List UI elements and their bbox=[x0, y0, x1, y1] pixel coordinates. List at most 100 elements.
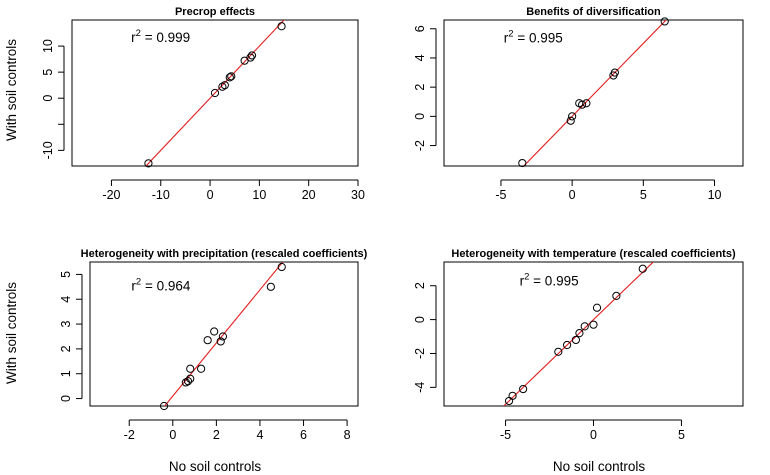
x-tick-label: 8 bbox=[344, 428, 351, 442]
y-tick-label: 0 bbox=[413, 316, 427, 323]
plot-frame bbox=[89, 261, 359, 407]
data-point bbox=[589, 320, 598, 329]
r-squared-annotation: r2 = 0.995 bbox=[520, 272, 579, 289]
y-tick-label: 4 bbox=[413, 54, 427, 61]
plot-frame bbox=[71, 19, 359, 167]
data-point bbox=[508, 391, 517, 400]
data-point bbox=[210, 88, 220, 98]
x-tick-label: 4 bbox=[256, 428, 263, 442]
fit-line bbox=[503, 262, 655, 406]
y-tick-label: 4 bbox=[59, 296, 73, 303]
y-tick-label: 6 bbox=[413, 25, 427, 32]
x-tick-label: 0 bbox=[169, 428, 176, 442]
data-point bbox=[610, 68, 619, 77]
data-point bbox=[277, 22, 286, 31]
data-point bbox=[571, 335, 581, 345]
r-squared-annotation: r2 = 0.999 bbox=[131, 28, 190, 45]
fit-line bbox=[522, 20, 667, 166]
fit-line bbox=[163, 262, 284, 406]
x-tick-label: -10 bbox=[152, 188, 170, 202]
data-point bbox=[568, 112, 577, 121]
chart-title: Heterogeneity with temperature (rescaled… bbox=[451, 248, 736, 260]
y-tick-label: 2 bbox=[413, 282, 427, 289]
data-point bbox=[218, 82, 227, 91]
panel-precrop-effects: Precrop effects -20 -10 0 10 20 30 -10 0 5 10 r2 = … bbox=[41, 6, 365, 202]
x-axis-title-left: No soil controls bbox=[169, 459, 262, 474]
y-tick-label: -4 bbox=[413, 382, 427, 393]
y-tick-label: -2 bbox=[413, 140, 427, 151]
data-point bbox=[612, 291, 621, 300]
data-point bbox=[227, 72, 236, 81]
data-point bbox=[277, 262, 286, 272]
y-tick-label: 1 bbox=[59, 370, 73, 377]
chart-title: Heterogeneity with precipitation (rescal… bbox=[81, 248, 368, 260]
plot-frame bbox=[443, 261, 744, 407]
y-tick-label: 5 bbox=[59, 271, 73, 278]
x-tick-label: 6 bbox=[300, 428, 307, 442]
data-point bbox=[186, 374, 195, 383]
x-tick-label: 0 bbox=[207, 188, 214, 202]
x-tick-label: 0 bbox=[590, 428, 597, 442]
data-point bbox=[566, 116, 575, 125]
data-point bbox=[186, 364, 195, 373]
y-tick-label: 3 bbox=[59, 321, 73, 328]
data-point bbox=[638, 264, 647, 273]
x-tick-label: 30 bbox=[351, 188, 365, 202]
y-tick-label: -2 bbox=[413, 348, 427, 359]
plot-frame bbox=[443, 19, 744, 167]
x-tick-label: 0 bbox=[569, 188, 576, 202]
r-squared-annotation: r2 = 0.964 bbox=[131, 277, 190, 294]
y-axis-title-top: With soil controls bbox=[4, 39, 19, 141]
x-axis-title-right: No soil controls bbox=[553, 459, 646, 474]
x-tick-label: -5 bbox=[500, 428, 511, 442]
panel-heterogeneity-precipitation: Heterogeneity with precipitation (rescal… bbox=[59, 248, 368, 442]
chart-title: Precrop effects bbox=[175, 6, 255, 18]
data-point bbox=[144, 159, 153, 168]
data-point bbox=[518, 158, 527, 168]
data-point bbox=[554, 347, 563, 356]
data-point bbox=[582, 99, 591, 108]
y-tick-label: 10 bbox=[41, 39, 55, 53]
fit-line bbox=[145, 20, 285, 166]
y-tick-label: -10 bbox=[41, 141, 55, 159]
y-tick-label: 0 bbox=[41, 95, 55, 102]
x-tick-label: -5 bbox=[495, 188, 506, 202]
data-point bbox=[519, 384, 528, 394]
panel-heterogeneity-temperature: Heterogeneity with temperature (rescaled… bbox=[413, 248, 744, 442]
panel-benefits-of-diversification: Benefits of diversification -5 0 5 10 -2 0 2 4 6 r… bbox=[413, 6, 744, 202]
data-point bbox=[578, 100, 587, 109]
data-point bbox=[203, 336, 212, 345]
y-tick-label: 0 bbox=[413, 113, 427, 120]
data-point bbox=[660, 17, 669, 26]
data-point bbox=[266, 282, 275, 291]
r-squared-annotation: r2 = 0.995 bbox=[504, 29, 563, 46]
x-tick-label: 5 bbox=[678, 428, 685, 442]
x-tick-label: 5 bbox=[640, 188, 647, 202]
y-tick-label: 2 bbox=[59, 345, 73, 352]
data-point bbox=[218, 332, 228, 341]
x-tick-label: 20 bbox=[302, 188, 316, 202]
x-tick-label: -2 bbox=[124, 428, 135, 442]
x-tick-label: 10 bbox=[708, 188, 722, 202]
data-point bbox=[216, 337, 225, 346]
data-point bbox=[159, 401, 169, 411]
data-point bbox=[220, 81, 229, 90]
x-tick-label: 10 bbox=[252, 188, 266, 202]
chart-title: Benefits of diversification bbox=[526, 6, 661, 18]
y-tick-label: 0 bbox=[59, 395, 73, 402]
data-point bbox=[575, 329, 584, 338]
data-point bbox=[580, 322, 589, 331]
data-point bbox=[225, 73, 234, 82]
data-point bbox=[210, 327, 219, 336]
y-tick-label: 5 bbox=[41, 69, 55, 76]
y-tick-label: 2 bbox=[413, 84, 427, 91]
data-point bbox=[183, 377, 193, 386]
data-point bbox=[197, 364, 206, 373]
x-tick-label: -20 bbox=[102, 188, 120, 202]
data-point bbox=[592, 303, 602, 312]
data-point bbox=[563, 340, 572, 350]
y-axis-title-bottom: With soil controls bbox=[4, 282, 19, 384]
data-point bbox=[247, 51, 257, 60]
x-tick-label: 2 bbox=[213, 428, 220, 442]
